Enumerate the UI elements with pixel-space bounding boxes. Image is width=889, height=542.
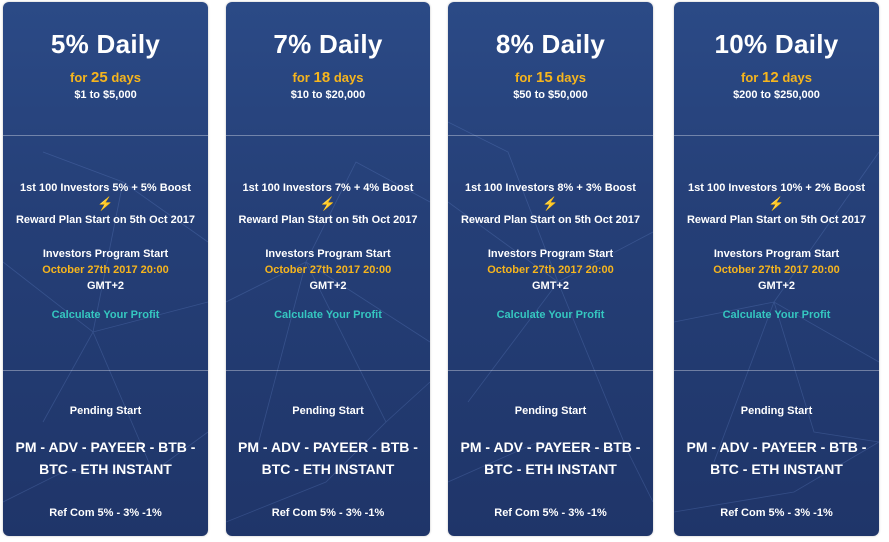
plan-duration-prefix: for [515, 70, 533, 85]
pending-status: Pending Start [69, 405, 142, 417]
plan-duration-days: 15 [536, 69, 553, 86]
plan-duration-prefix: for [741, 70, 759, 85]
plan-deposit-range: $200 to $250,000 [733, 89, 820, 101]
plan-details: 1st 100 Investors 10% + 2% Boost ⚡ Rewar… [674, 136, 879, 371]
program-date: October 27th 2017 20:00 [42, 264, 169, 276]
calculate-profit-link[interactable]: Calculate Your Profit [722, 309, 831, 321]
plan-footer: Pending Start PM - ADV - PAYEER - BTB - … [3, 371, 208, 536]
program-start: Investors Program Start October 27th 201… [230, 246, 426, 294]
plan-header: 10% Daily for 12 days $200 to $250,000 [674, 2, 879, 136]
program-label: Investors Program Start [265, 248, 391, 260]
boost-info: 1st 100 Investors 10% + 2% Boost ⚡ Rewar… [679, 180, 875, 228]
plan-details: 1st 100 Investors 5% + 5% Boost ⚡ Reward… [3, 136, 208, 371]
payment-methods: PM - ADV - PAYEER - BTB - BTC - ETH INST… [460, 439, 641, 477]
plan-footer: Pending Start PM - ADV - PAYEER - BTB - … [674, 371, 879, 536]
network-background [674, 151, 879, 513]
program-timezone: GMT+2 [309, 280, 347, 292]
boost-text: 1st 100 Investors 5% + 5% Boost [20, 182, 191, 194]
plan-deposit-range: $50 to $50,000 [513, 89, 588, 101]
program-start: Investors Program Start October 27th 201… [453, 246, 649, 294]
plan-deposit-range: $10 to $20,000 [290, 89, 366, 101]
plan-header: 8% Daily for 15 days $50 to $50,000 [448, 2, 653, 136]
boost-info: 1st 100 Investors 5% + 5% Boost ⚡ Reward… [8, 180, 204, 228]
plan-duration: for 25 days [3, 69, 208, 86]
program-label: Investors Program Start [713, 248, 840, 260]
plan-duration-prefix: for [292, 70, 310, 85]
reward-text: Reward Plan Start on 5th Oct 2017 [15, 214, 196, 226]
plan-details: 1st 100 Investors 8% + 3% Boost ⚡ Reward… [448, 136, 653, 371]
plan-deposit-range: $1 to $5,000 [74, 89, 137, 101]
plan-duration-days: 18 [313, 69, 331, 86]
pending-status: Pending Start [514, 405, 587, 417]
plan-header: 7% Daily for 18 days $10 to $20,000 [226, 2, 430, 136]
plan-card-5-daily: 5% Daily for 25 days $1 to $5,000 1st 10… [3, 2, 208, 536]
plan-duration-suffix: days [111, 70, 141, 85]
network-background [3, 151, 208, 503]
program-date: October 27th 2017 20:00 [713, 264, 840, 276]
referral-commission: Ref Com 5% - 3% -1% [494, 507, 607, 519]
calculate-profit-link[interactable]: Calculate Your Profit [274, 309, 382, 321]
pending-status: Pending Start [292, 405, 364, 417]
payment-methods: PM - ADV - PAYEER - BTB - BTC - ETH INST… [686, 439, 867, 477]
plan-header: 5% Daily for 25 days $1 to $5,000 [3, 2, 208, 136]
referral-commission: Ref Com 5% - 3% -1% [49, 507, 162, 519]
reward-text: Reward Plan Start on 5th Oct 2017 [238, 214, 418, 226]
plan-duration-suffix: days [333, 70, 364, 85]
lightning-bolt-icon: ⚡ [542, 196, 559, 211]
plan-duration-days: 12 [762, 69, 779, 86]
program-date: October 27th 2017 20:00 [264, 264, 392, 276]
program-date: October 27th 2017 20:00 [487, 264, 614, 276]
calculate-profit-link[interactable]: Calculate Your Profit [51, 309, 160, 321]
plan-duration: for 18 days [226, 69, 430, 86]
lightning-bolt-icon: ⚡ [768, 196, 785, 211]
plan-duration-days: 25 [91, 69, 108, 86]
boost-text: 1st 100 Investors 8% + 3% Boost [465, 182, 636, 194]
plan-card-10-daily: 10% Daily for 12 days $200 to $250,000 1… [674, 2, 879, 536]
program-timezone: GMT+2 [532, 280, 569, 292]
pending-status: Pending Start [740, 405, 813, 417]
network-background [226, 161, 430, 523]
network-background [448, 121, 653, 503]
program-timezone: GMT+2 [87, 280, 124, 292]
plan-title: 8% Daily [495, 29, 606, 59]
plan-duration: for 12 days [674, 69, 879, 86]
reward-text: Reward Plan Start on 5th Oct 2017 [686, 214, 867, 226]
boost-info: 1st 100 Investors 7% + 4% Boost ⚡ Reward… [230, 180, 426, 228]
boost-text: 1st 100 Investors 7% + 4% Boost [242, 182, 414, 194]
program-start: Investors Program Start October 27th 201… [679, 246, 875, 294]
boost-info: 1st 100 Investors 8% + 3% Boost ⚡ Reward… [453, 180, 649, 228]
plan-duration: for 15 days [448, 69, 653, 86]
calculate-profit-link[interactable]: Calculate Your Profit [496, 309, 605, 321]
plan-details: 1st 100 Investors 7% + 4% Boost ⚡ Reward… [226, 136, 430, 371]
boost-text: 1st 100 Investors 10% + 2% Boost [688, 182, 865, 194]
program-timezone: GMT+2 [758, 280, 795, 292]
payment-methods: PM - ADV - PAYEER - BTB -BTC - ETH INSTA… [238, 439, 418, 477]
plan-card-8-daily: 8% Daily for 15 days $50 to $50,000 1st … [448, 2, 653, 536]
referral-commission: Ref Com 5% - 3% -1% [271, 507, 385, 519]
plan-duration-prefix: for [70, 70, 88, 85]
plan-duration-suffix: days [782, 70, 812, 85]
lightning-bolt-icon: ⚡ [97, 196, 114, 211]
referral-commission: Ref Com 5% - 3% -1% [720, 507, 833, 519]
lightning-bolt-icon: ⚡ [319, 196, 337, 211]
plan-card-7-daily: 7% Daily for 18 days $10 to $20,000 1st … [226, 2, 430, 536]
plan-title: 10% Daily [714, 29, 839, 59]
plan-title: 7% Daily [273, 29, 383, 59]
reward-text: Reward Plan Start on 5th Oct 2017 [460, 214, 641, 226]
plan-footer: Pending Start PM - ADV - PAYEER - BTB -B… [226, 371, 430, 536]
payment-methods: PM - ADV - PAYEER - BTB - BTC - ETH INST… [15, 439, 196, 477]
program-label: Investors Program Start [42, 248, 169, 260]
plan-footer: Pending Start PM - ADV - PAYEER - BTB - … [448, 371, 653, 536]
plan-duration-suffix: days [556, 70, 586, 85]
program-label: Investors Program Start [487, 248, 614, 260]
plan-title: 5% Daily [50, 29, 161, 59]
program-start: Investors Program Start October 27th 201… [8, 246, 204, 294]
